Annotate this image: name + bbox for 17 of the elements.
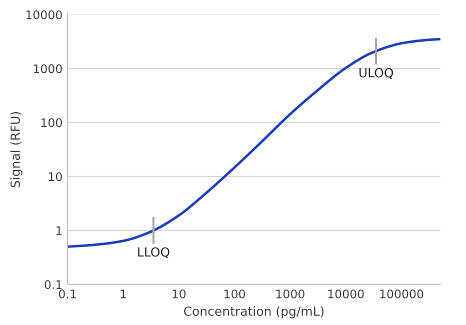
x-tick-label: 100 (224, 289, 246, 298)
y-tick-label: 100 (41, 118, 62, 128)
y-tick-label: 10 (48, 172, 62, 182)
annotation: LLOQ (138, 247, 170, 258)
y-axis-title: Signal (RFU) (10, 112, 22, 188)
x-tick-label: 100000 (380, 289, 424, 298)
x-tick-label: 0.1 (58, 289, 76, 298)
x-axis-title: Concentration (pg/mL) (184, 306, 324, 318)
y-tick-label: 1 (56, 226, 62, 235)
x-tick-label: 1000 (276, 289, 304, 298)
x-tick-label: 10 (172, 289, 186, 298)
y-tick-label: 10000 (26, 10, 62, 20)
annotation: ULOQ (360, 68, 394, 79)
x-tick-label: 1 (120, 290, 126, 298)
x-tick-label: 10000 (328, 289, 364, 298)
y-tick-label: 1000 (34, 64, 62, 74)
y-tick-label: 0.1 (44, 280, 62, 290)
